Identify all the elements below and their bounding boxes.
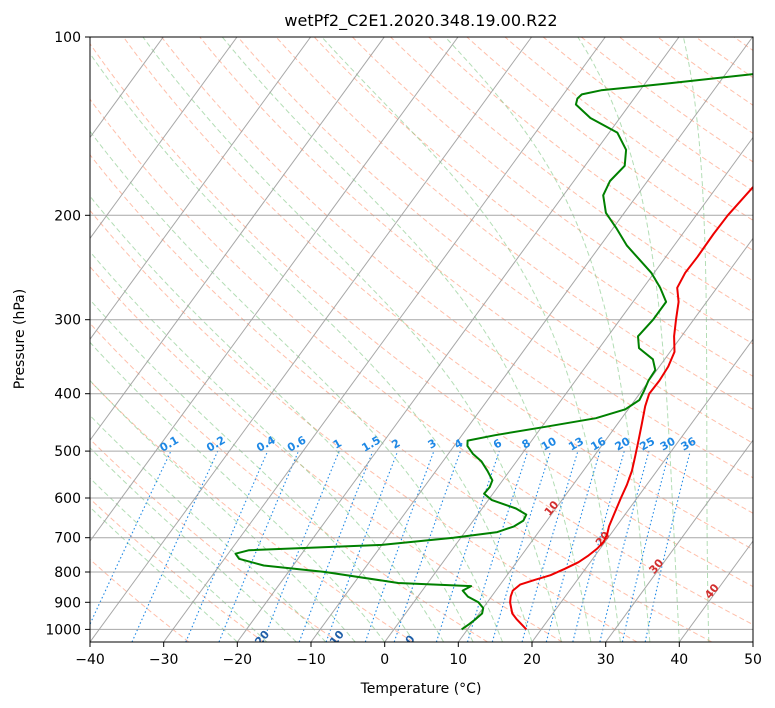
x-tick-label: 20 bbox=[523, 652, 541, 668]
dry-adiabat-line bbox=[90, 498, 264, 642]
x-tick-label: 30 bbox=[597, 652, 615, 668]
isotherm-line bbox=[163, 37, 606, 642]
mixing-ratio-line bbox=[521, 450, 579, 642]
dry-adiabat-line bbox=[90, 438, 339, 642]
dry-adiabat-line bbox=[199, 37, 753, 479]
isotherm-line bbox=[457, 237, 753, 642]
x-axis-label: Temperature (°C) bbox=[360, 681, 482, 697]
isotherm-line bbox=[310, 37, 753, 642]
y-tick-label: 900 bbox=[54, 595, 81, 611]
dry-adiabat-line bbox=[428, 37, 753, 282]
y-tick-label: 300 bbox=[54, 313, 81, 329]
moist-adiabat-line bbox=[221, 37, 592, 642]
mixing-ratio-line bbox=[364, 450, 435, 642]
mixing-ratio-line bbox=[218, 450, 300, 642]
mixing-ratio-line bbox=[572, 450, 625, 642]
dry-adiabat-line bbox=[123, 37, 753, 551]
dry-adiabat-line bbox=[580, 37, 753, 163]
moist-adiabat-line bbox=[90, 379, 356, 642]
x-tick-label: 40 bbox=[670, 652, 688, 668]
mixing-ratio-line bbox=[393, 450, 462, 642]
mixing-ratio-line bbox=[131, 450, 219, 642]
mixing-ratio-line bbox=[185, 450, 269, 642]
dry-adiabat-line bbox=[390, 37, 753, 313]
isotherm-line bbox=[90, 37, 238, 240]
y-axis-ticks: 100 200 300 400 500 600 700 800 900 1000 bbox=[45, 30, 90, 638]
temperature-profile-line bbox=[509, 185, 753, 631]
mixing-ratio-line bbox=[599, 450, 650, 642]
moist-adiabat-line bbox=[90, 250, 445, 642]
dry-adiabat-line bbox=[352, 37, 753, 345]
moist-adiabat-line bbox=[682, 37, 710, 642]
y-tick-label: 600 bbox=[54, 491, 81, 507]
y-tick-label: 700 bbox=[54, 531, 81, 547]
moist-adiabats bbox=[90, 37, 710, 642]
dry-adiabat-line bbox=[237, 37, 753, 444]
dry-adiabat-line bbox=[90, 322, 488, 642]
isotherm-line bbox=[90, 37, 459, 542]
x-tick-label: −20 bbox=[223, 652, 253, 668]
isotherm-line bbox=[90, 37, 312, 341]
y-tick-label: 400 bbox=[54, 387, 81, 403]
dewpoint-profile-line bbox=[234, 73, 753, 631]
isotherm-line bbox=[90, 37, 533, 642]
mixing-ratio-line bbox=[621, 450, 671, 642]
isotherm-line bbox=[236, 37, 680, 642]
y-tick-label: 1000 bbox=[45, 622, 81, 638]
isobars bbox=[90, 37, 753, 630]
moist-adiabat-line bbox=[90, 130, 503, 642]
dry-adiabat-line bbox=[90, 153, 712, 642]
moist-adiabat-line bbox=[90, 414, 327, 642]
dry-adiabat-line bbox=[504, 37, 753, 221]
y-tick-label: 100 bbox=[54, 30, 81, 46]
moist-adiabat-line bbox=[90, 52, 533, 642]
dry-adiabat-line bbox=[90, 42, 753, 588]
y-tick-label: 500 bbox=[54, 444, 81, 460]
moist-adiabat-line bbox=[90, 195, 474, 642]
dry-adiabat-line bbox=[90, 265, 563, 642]
mixing-ratio-line bbox=[435, 450, 500, 642]
y-tick-label: 800 bbox=[54, 565, 81, 581]
dry-adiabat-line bbox=[275, 37, 753, 411]
plot-frame bbox=[89, 36, 754, 643]
sounding-series bbox=[234, 73, 753, 631]
dry-adiabat-line bbox=[161, 37, 753, 514]
x-tick-label: 10 bbox=[449, 652, 467, 668]
dry-adiabat-line bbox=[90, 209, 638, 642]
moist-adiabat-line bbox=[577, 37, 680, 642]
mixing-ratio-line bbox=[90, 450, 172, 626]
mixing-ratio-line bbox=[644, 450, 691, 642]
mixing-ratio-line bbox=[466, 450, 529, 642]
moist-adiabat-line bbox=[90, 447, 297, 642]
x-tick-label: 0 bbox=[380, 652, 389, 668]
dry-adiabat-label: 0 bbox=[403, 632, 418, 646]
x-tick-label: 50 bbox=[744, 652, 762, 668]
x-axis-ticks: −40 −30 −20 −10 0 10 20 30 40 50 bbox=[75, 642, 762, 668]
y-tick-label: 200 bbox=[54, 208, 81, 224]
chart-title: wetPf2_C2E1.2020.348.19.00.R22 bbox=[284, 11, 557, 31]
isotherm-line bbox=[90, 37, 385, 442]
x-tick-label: −10 bbox=[296, 652, 326, 668]
moist-adiabat-line bbox=[321, 37, 621, 642]
x-tick-label: −30 bbox=[149, 652, 179, 668]
y-axis-label: Pressure (hPa) bbox=[12, 289, 28, 389]
moist-adiabat-line bbox=[444, 37, 651, 642]
isotherm-line bbox=[605, 439, 753, 642]
x-tick-label: −40 bbox=[75, 652, 105, 668]
moist-adiabat-line bbox=[90, 299, 415, 642]
mixing-ratio-line bbox=[491, 450, 552, 642]
